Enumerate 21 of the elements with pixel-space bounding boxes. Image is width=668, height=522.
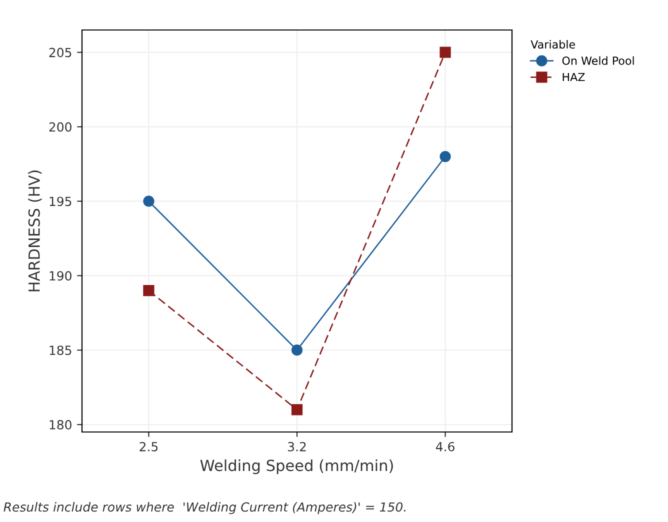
point — [143, 285, 154, 296]
legend-title: Variable — [530, 40, 575, 49]
y-tick-label: 185 — [50, 346, 72, 356]
y-tick-label: 190 — [50, 271, 72, 281]
text: Results include rows where 'Welding Current (Amperes)' = 150. — [4, 502, 406, 514]
legend-label: On Weld Pool — [562, 56, 634, 65]
x-axis-title: Welding Speed (mm/min) — [200, 459, 393, 474]
point — [291, 344, 303, 356]
point — [143, 196, 154, 207]
y-tick-label: 205 — [49, 48, 72, 58]
y-tick-label: 180 — [50, 420, 72, 430]
legend-label: HAZ — [562, 72, 585, 82]
x-tick-label: 3.2 — [288, 442, 306, 452]
point — [440, 151, 451, 162]
y-axis-title: HARDNESS (HV) — [28, 170, 42, 292]
x-tick-label: 4.6 — [436, 442, 454, 452]
y-tick-label: 200 — [49, 122, 72, 132]
point — [291, 404, 303, 416]
x-tick-label: 2.5 — [140, 442, 158, 452]
point — [440, 46, 451, 58]
y-tick-label: 195 — [50, 196, 72, 206]
